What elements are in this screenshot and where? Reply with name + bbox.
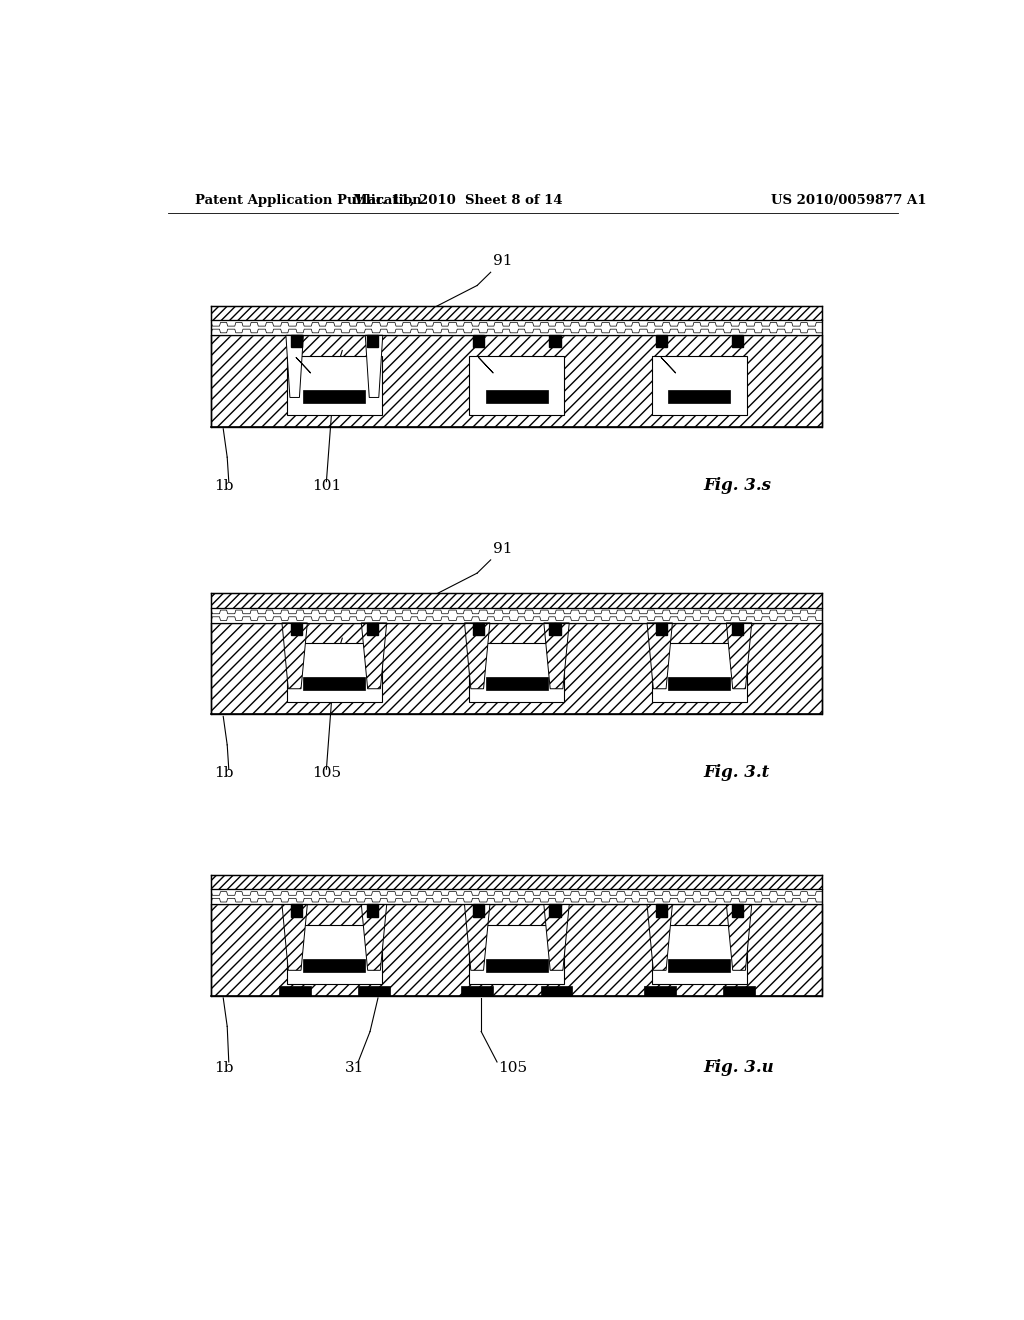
Bar xyxy=(655,904,667,916)
Bar xyxy=(732,904,743,916)
Bar xyxy=(291,623,302,635)
Polygon shape xyxy=(282,623,307,689)
Text: US 2010/0059877 A1: US 2010/0059877 A1 xyxy=(771,194,927,207)
Polygon shape xyxy=(366,335,383,397)
Text: 31: 31 xyxy=(344,1061,364,1076)
Text: Patent Application Publication: Patent Application Publication xyxy=(196,194,422,207)
Bar xyxy=(287,355,382,414)
Polygon shape xyxy=(544,904,569,970)
Bar xyxy=(486,677,548,690)
Polygon shape xyxy=(544,623,569,689)
Bar xyxy=(651,643,746,702)
Text: 1b: 1b xyxy=(214,767,233,780)
Bar xyxy=(723,986,755,995)
Bar xyxy=(655,623,667,635)
Bar xyxy=(211,623,822,714)
Bar xyxy=(469,355,564,414)
Text: Fig. 3.u: Fig. 3.u xyxy=(703,1059,774,1076)
Polygon shape xyxy=(465,904,489,970)
Bar xyxy=(211,335,822,426)
Bar xyxy=(211,594,822,607)
Text: Fig. 3.t: Fig. 3.t xyxy=(703,764,770,781)
Polygon shape xyxy=(361,623,387,689)
Bar xyxy=(651,355,746,414)
Bar xyxy=(651,925,746,983)
Bar xyxy=(473,904,484,916)
Polygon shape xyxy=(286,335,303,397)
Bar xyxy=(732,335,743,347)
Polygon shape xyxy=(465,623,489,689)
Bar xyxy=(541,986,572,995)
Text: 105: 105 xyxy=(312,767,341,780)
Polygon shape xyxy=(361,904,387,970)
Bar xyxy=(473,623,484,635)
Bar xyxy=(486,958,548,972)
Bar xyxy=(550,335,560,347)
Bar xyxy=(550,904,560,916)
Polygon shape xyxy=(726,623,752,689)
Polygon shape xyxy=(726,904,752,970)
Bar xyxy=(469,643,564,702)
Bar xyxy=(473,335,484,347)
Text: 91: 91 xyxy=(494,541,513,556)
Text: Mar. 11, 2010  Sheet 8 of 14: Mar. 11, 2010 Sheet 8 of 14 xyxy=(352,194,562,207)
Bar xyxy=(469,925,564,983)
Bar xyxy=(287,643,382,702)
Text: 105: 105 xyxy=(499,1061,527,1076)
Bar xyxy=(367,904,378,916)
Bar xyxy=(669,958,730,972)
Bar xyxy=(287,925,382,983)
Bar xyxy=(644,986,676,995)
Bar xyxy=(669,677,730,690)
Bar xyxy=(367,623,378,635)
Bar xyxy=(358,986,390,995)
Text: 1b: 1b xyxy=(214,479,233,492)
Bar xyxy=(550,623,560,635)
Bar xyxy=(211,306,822,319)
Bar xyxy=(211,875,822,890)
Bar xyxy=(669,389,730,403)
Text: Fig. 3.s: Fig. 3.s xyxy=(703,477,771,494)
Bar xyxy=(486,389,548,403)
Bar xyxy=(461,986,494,995)
Bar xyxy=(303,958,366,972)
Bar xyxy=(732,623,743,635)
Bar xyxy=(303,677,366,690)
Polygon shape xyxy=(282,904,307,970)
Polygon shape xyxy=(647,904,673,970)
Text: 101: 101 xyxy=(311,479,341,492)
Bar xyxy=(303,389,366,403)
Text: 91: 91 xyxy=(494,255,513,268)
Text: 1b: 1b xyxy=(214,1061,233,1076)
Bar xyxy=(655,335,667,347)
Polygon shape xyxy=(647,623,673,689)
Bar xyxy=(367,335,378,347)
Bar xyxy=(279,986,310,995)
Bar xyxy=(291,904,302,916)
Bar xyxy=(291,335,302,347)
Bar xyxy=(211,904,822,995)
